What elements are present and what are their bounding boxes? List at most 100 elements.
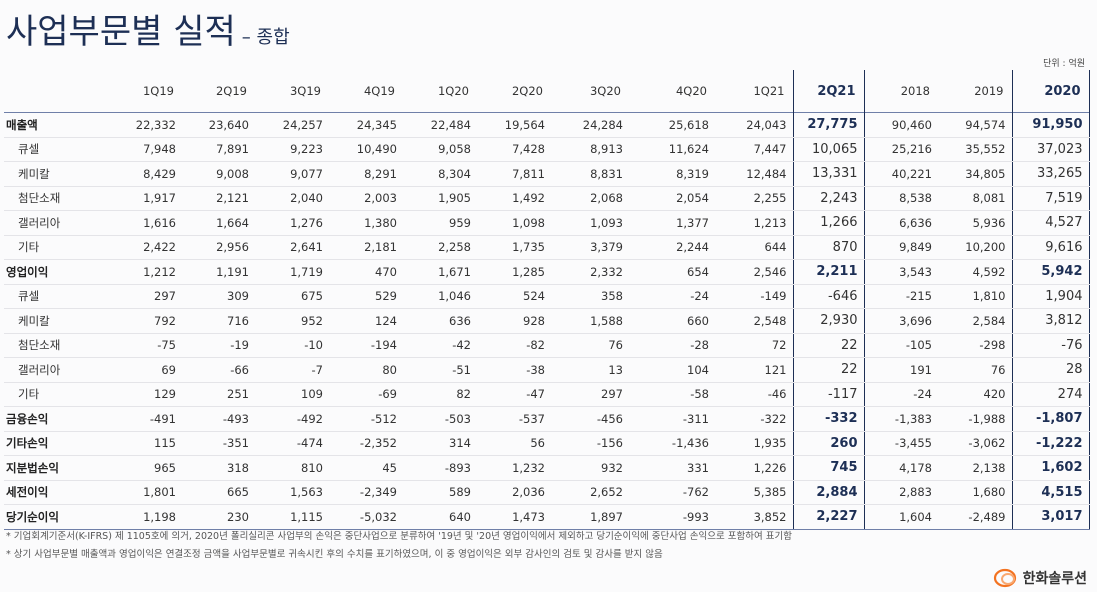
cell: -24 (864, 382, 938, 407)
cell: 654 (629, 259, 715, 285)
cell: 22 (792, 357, 865, 383)
cell: 1,616 (123, 210, 182, 236)
cell: 644 (715, 235, 793, 260)
cell: 2,884 (792, 480, 865, 505)
cell: -762 (629, 480, 715, 505)
cell: 11,624 (629, 137, 715, 162)
cell: 40,221 (864, 161, 938, 187)
cell: 952 (255, 308, 329, 334)
cell: 8,538 (864, 186, 938, 211)
row-label: 지분법손익 (4, 455, 123, 481)
cell: 745 (792, 455, 865, 481)
cell: 129 (123, 382, 182, 407)
logo: 한화솔루션 (993, 568, 1087, 588)
cell: 24,345 (329, 112, 403, 138)
row: 지분법손익 965 318 810 45 -893 1,232 932 331 1,226 745 4… (4, 455, 1090, 481)
cell: 1,735 (477, 235, 551, 260)
cell: 2,040 (255, 186, 329, 211)
logo-mark (993, 568, 1016, 588)
cell: 3,696 (864, 308, 938, 334)
subtitle: – 종합 (241, 27, 290, 48)
sub-row: 큐셀 297 309 675 529 1,046 524 358 -24 -149 -646 -215… (4, 284, 1090, 309)
cell: 1,266 (792, 210, 865, 236)
cell: -993 (629, 504, 715, 530)
cell: 1,191 (182, 259, 255, 285)
cell: 12,484 (715, 161, 793, 187)
cell: 1,680 (938, 480, 1012, 505)
cell: 1,232 (477, 455, 551, 481)
cell: 3,017 (1011, 504, 1090, 530)
cell: -47 (477, 382, 551, 407)
cell: 109 (255, 382, 329, 407)
row: 기타손익 115 -351 -474 -2,352 314 56 -156 -1,436 1,93… (4, 431, 1090, 456)
cell: 8,831 (551, 161, 629, 187)
cell: -491 (123, 406, 182, 432)
cell: 8,319 (629, 161, 715, 187)
cell: 8,429 (123, 161, 182, 187)
column-header: 1Q19 (142, 84, 174, 98)
cell: 932 (551, 455, 629, 481)
cell: 8,081 (938, 186, 1012, 211)
row-label: 기타 (4, 235, 123, 260)
cell: 2,054 (629, 186, 715, 211)
cell: 1,917 (123, 186, 182, 211)
title: 사업부문별 실적 (6, 12, 236, 52)
cell: -322 (715, 406, 793, 432)
cell: -105 (864, 333, 938, 358)
cell: -5,032 (329, 504, 403, 530)
cell: 7,948 (123, 137, 182, 162)
cell: 7,519 (1011, 186, 1090, 211)
cell: 7,811 (477, 161, 551, 187)
cell: 2,883 (864, 480, 938, 505)
cell: 2,422 (123, 235, 182, 260)
cell: 1,098 (477, 210, 551, 236)
row-label: 케미칼 (4, 161, 123, 187)
cell: 1,473 (477, 504, 551, 530)
cell: -298 (938, 333, 1012, 358)
cell: 10,065 (792, 137, 865, 162)
cell: 1,664 (182, 210, 255, 236)
sub-row: 기타 2,422 2,956 2,641 2,181 2,258 1,735 3,379 2,2… (4, 235, 1090, 260)
cell: 115 (123, 431, 182, 456)
cell: 45 (329, 455, 403, 481)
cell: 2,181 (329, 235, 403, 260)
row-label: 기타 (4, 382, 123, 407)
cell: 870 (792, 235, 865, 260)
cell: 9,058 (403, 137, 477, 162)
cell: 529 (329, 284, 403, 309)
cell: 640 (403, 504, 477, 530)
cell: 69 (123, 357, 182, 383)
cell: 8,913 (551, 137, 629, 162)
cell: 13,331 (792, 161, 865, 187)
row: 영업이익 1,212 1,191 1,719 470 1,671 1,285 2,332 654… (4, 259, 1090, 285)
cell: 4,527 (1011, 210, 1090, 236)
row-label: 기타손익 (4, 431, 123, 456)
cell: -311 (629, 406, 715, 432)
cell: 80 (329, 357, 403, 383)
cell: -492 (255, 406, 329, 432)
cell: 358 (551, 284, 629, 309)
cell: 124 (329, 308, 403, 334)
cell: 665 (182, 480, 255, 505)
cell: 9,077 (255, 161, 329, 187)
header-row: 1Q19 2Q19 3Q19 4Q19 1Q20 2Q20 3Q20 4Q20 1Q21 2Q21… (4, 70, 1090, 113)
cell: 3,379 (551, 235, 629, 260)
cell: 1,719 (255, 259, 329, 285)
cell: 1,563 (255, 480, 329, 505)
cell: 716 (182, 308, 255, 334)
cell: 675 (255, 284, 329, 309)
table-body: 매출액 22,332 23,640 24,257 24,345 22,484 19,564 2… (4, 112, 1090, 530)
cell: 1,213 (715, 210, 793, 236)
cell: 1,285 (477, 259, 551, 285)
cell: 28 (1011, 357, 1090, 383)
cell: 318 (182, 455, 255, 481)
cell: 274 (1011, 382, 1090, 407)
cell: 22,332 (123, 112, 182, 138)
cell: 2,584 (938, 308, 1012, 334)
cell: -503 (403, 406, 477, 432)
cell: 660 (629, 308, 715, 334)
sub-row: 첨단소재 1,917 2,121 2,040 2,003 1,905 1,492 2,068 2… (4, 186, 1090, 211)
cell: 23,640 (182, 112, 255, 138)
cell: 2,003 (329, 186, 403, 211)
